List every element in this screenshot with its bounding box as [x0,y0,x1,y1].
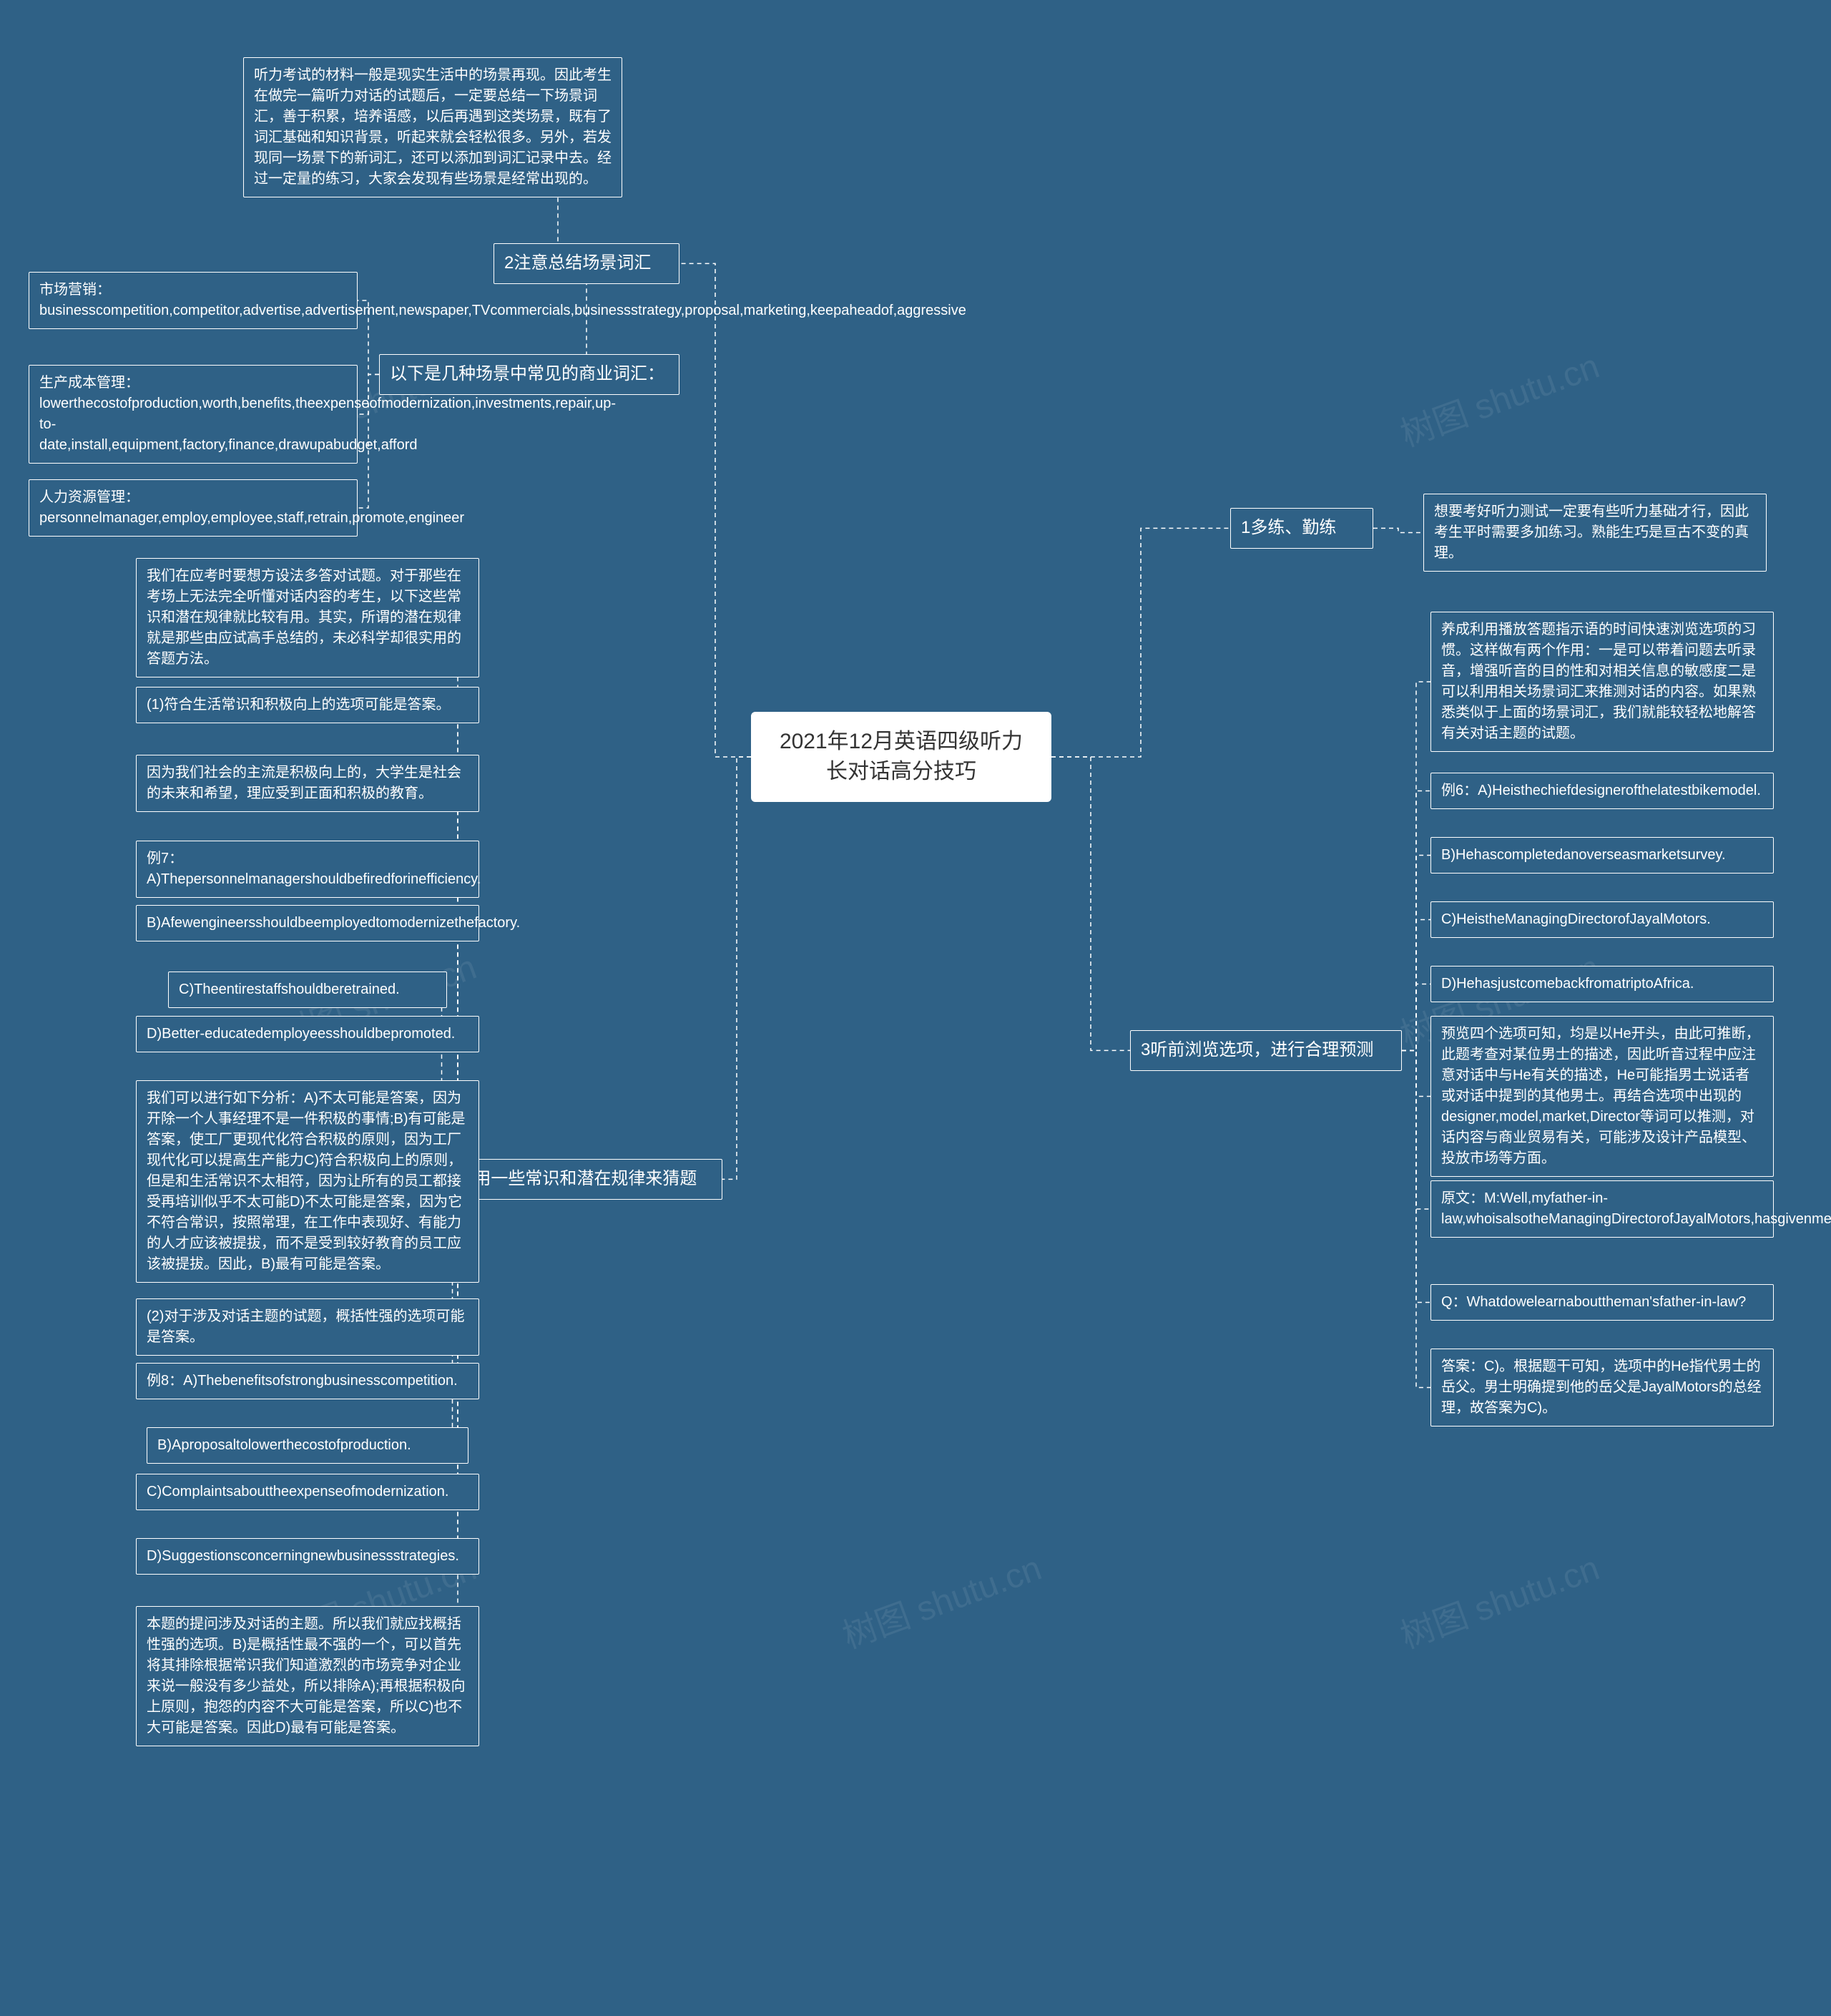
leaf-b4_13: D)Suggestionsconcerningnewbusinessstrate… [136,1538,479,1575]
watermark: 树图 shutu.cn [1393,1540,1605,1658]
leaf-b2sub_1: 市场营销：businesscompetition,competitor,adve… [29,272,358,329]
leaf-b2sub_2: 生产成本管理：lowerthecostofproduction,worth,be… [29,365,358,464]
leaf-b3_5: D)HehasjustcomebackfromatriptoAfrica. [1430,966,1774,1002]
leaf-b3_7: 原文：M:Well,myfather-in-law,whoisalsotheMa… [1430,1180,1774,1238]
leaf-b4_1: 我们在应考时要想方设法多答对试题。对于那些在考场上无法完全听懂对话内容的考生，以… [136,558,479,677]
leaf-b4_9: (2)对于涉及对话主题的试题，概括性强的选项可能是答案。 [136,1298,479,1356]
leaf-b3_1: 养成利用播放答题指示语的时间快速浏览选项的习惯。这样做有两个作用：一是可以带着问… [1430,612,1774,752]
leaf-b2_top: 听力考试的材料一般是现实生活中的场景再现。因此考生在做完一篇听力对话的试题后，一… [243,57,622,197]
leaf-b4_3: 因为我们社会的主流是积极向上的，大学生是社会的未来和希望，理应受到正面和积极的教… [136,755,479,812]
leaf-b4_11: B)Aproposaltolowerthecostofproduction. [147,1427,468,1464]
leaf-b4_4: 例7：A)Thepersonnelmanagershouldbefiredfor… [136,841,479,898]
leaf-b3_9: 答案：C)。根据题干可知，选项中的He指代男士的岳父。男士明确提到他的岳父是Ja… [1430,1349,1774,1427]
watermark: 树图 shutu.cn [1393,338,1605,456]
leaf-b4_14: 本题的提问涉及对话的主题。所以我们就应找概括性强的选项。B)是概括性最不强的一个… [136,1606,479,1746]
leaf-b4_6: C)Theentirestaffshouldberetrained. [168,972,447,1008]
leaf-b1_1: 想要考好听力测试一定要有些听力基础才行，因此考生平时需要多加练习。熟能生巧是亘古… [1423,494,1767,572]
leaf-b4_7: D)Better-educatedemployeesshouldbepromot… [136,1016,479,1052]
branch-b2sub: 以下是几种场景中常见的商业词汇： [379,354,679,395]
branch-b2: 2注意总结场景词汇 [494,243,679,284]
branch-b3: 3听前浏览选项，进行合理预测 [1130,1030,1402,1071]
mindmap-root: 2021年12月英语四级听力 长对话高分技巧 [751,712,1051,802]
leaf-b3_4: C)HeistheManagingDirectorofJayalMotors. [1430,901,1774,938]
leaf-b3_8: Q：Whatdowelearnabouttheman'sfather-in-la… [1430,1284,1774,1321]
leaf-b4_5: B)Afewengineersshouldbeemployedtomoderni… [136,905,479,941]
leaf-b3_2: 例6：A)Heisthechiefdesignerofthelatestbike… [1430,773,1774,809]
leaf-b4_12: C)Complaintsabouttheexpenseofmodernizati… [136,1474,479,1510]
watermark: 树图 shutu.cn [835,1540,1047,1658]
leaf-b4_2: (1)符合生活常识和积极向上的选项可能是答案。 [136,687,479,723]
leaf-b3_6: 预览四个选项可知，均是以He开头，由此可推断，此题考查对某位男士的描述，因此听音… [1430,1016,1774,1177]
leaf-b4_8: 我们可以进行如下分析：A)不太可能是答案，因为开除一个人事经理不是一件积极的事情… [136,1080,479,1283]
leaf-b2sub_3: 人力资源管理：personnelmanager,employ,employee,… [29,479,358,537]
branch-b4: 4利用一些常识和潜在规律来猜题 [436,1159,722,1200]
branch-b1: 1多练、勤练 [1230,508,1373,549]
leaf-b3_3: B)Hehascompletedanoverseasmarketsurvey. [1430,837,1774,874]
leaf-b4_10: 例8：A)Thebenefitsofstrongbusinesscompetit… [136,1363,479,1399]
